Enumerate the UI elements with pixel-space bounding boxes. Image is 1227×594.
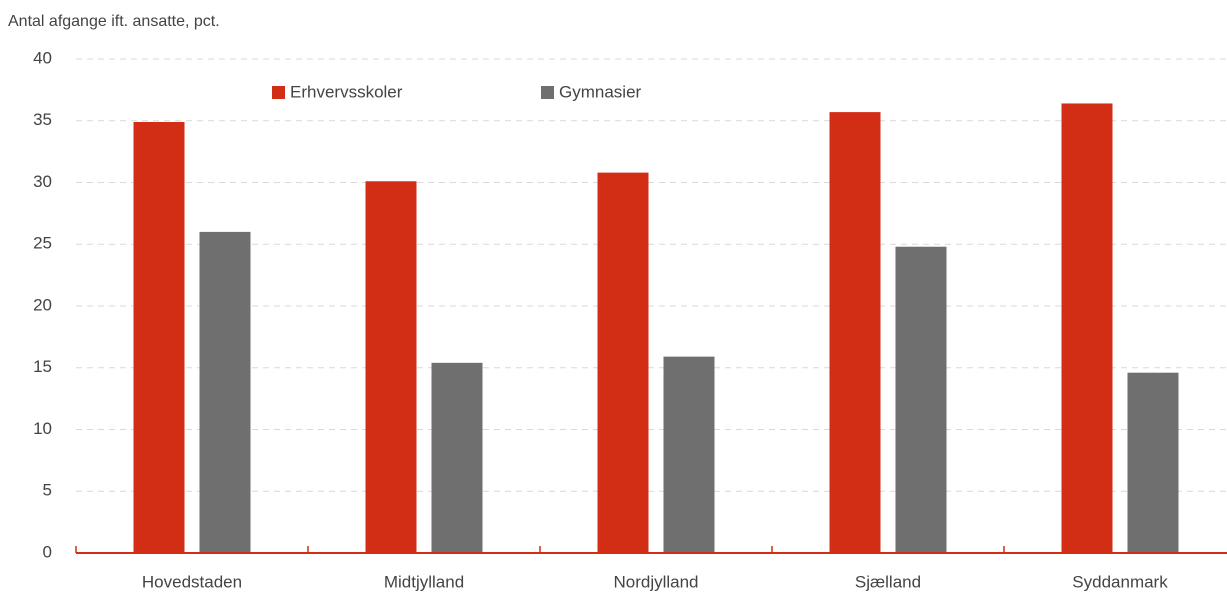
legend-label: Gymnasier <box>559 82 642 101</box>
y-tick-label: 5 <box>43 481 52 500</box>
bar <box>597 172 649 553</box>
bar <box>133 121 185 554</box>
x-tick-label: Sjælland <box>855 572 921 591</box>
y-tick-label: 10 <box>33 419 52 438</box>
bar <box>199 231 251 553</box>
legend-swatch <box>272 86 285 99</box>
bar <box>829 112 881 553</box>
y-tick-label: 35 <box>33 110 52 129</box>
bar <box>365 181 417 553</box>
x-tick-label: Nordjylland <box>613 572 698 591</box>
bar <box>431 362 483 553</box>
y-tick-label: 15 <box>33 357 52 376</box>
y-tick-label: 20 <box>33 295 52 314</box>
y-tick-label: 40 <box>33 48 52 67</box>
bar <box>1061 103 1113 554</box>
bar <box>895 246 947 553</box>
bar <box>663 356 715 553</box>
x-tick-label: Midtjylland <box>384 572 464 591</box>
legend-swatch <box>541 86 554 99</box>
bar <box>1127 372 1179 553</box>
y-tick-label: 0 <box>43 542 52 561</box>
chart-title: Antal afgange ift. ansatte, pct. <box>8 13 220 30</box>
x-tick-label: Hovedstaden <box>142 572 242 591</box>
y-tick-label: 30 <box>33 172 52 191</box>
legend-label: Erhvervsskoler <box>290 82 403 101</box>
x-tick-label: Syddanmark <box>1072 572 1168 591</box>
y-tick-label: 25 <box>33 234 52 253</box>
